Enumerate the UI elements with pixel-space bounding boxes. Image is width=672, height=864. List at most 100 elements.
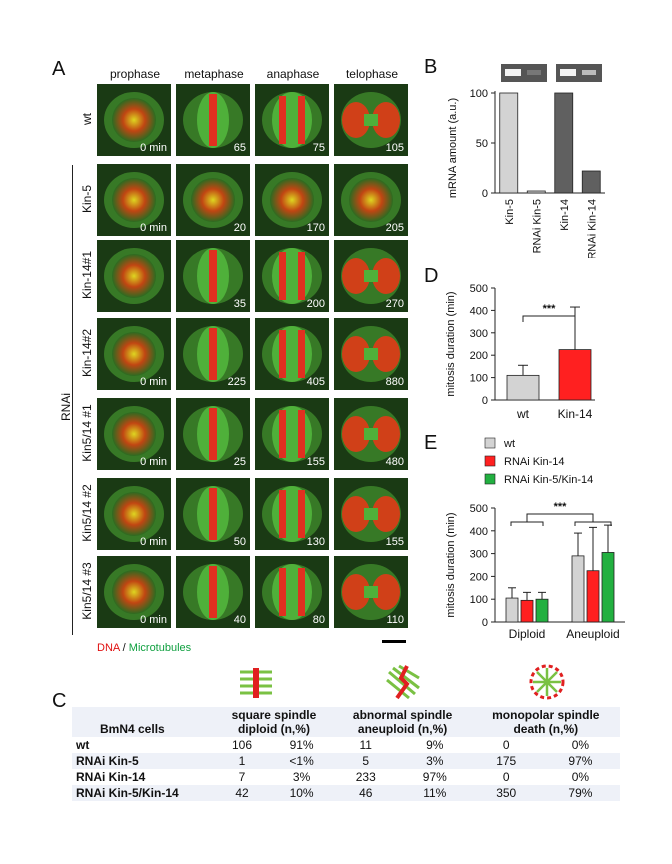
significance-bracket bbox=[526, 513, 594, 522]
time-label: 110 bbox=[386, 614, 404, 626]
micrograph-tile: 880 bbox=[334, 318, 408, 390]
table-row-label: wt bbox=[76, 738, 90, 752]
time-label: 0 min bbox=[140, 536, 167, 548]
bar bbox=[601, 552, 615, 623]
table-row: RNAi Kin-5 1 <1% 5 3% 175 97% bbox=[72, 753, 620, 769]
time-label: 405 bbox=[306, 376, 325, 388]
significance-label: *** bbox=[554, 501, 568, 513]
significance-label: *** bbox=[543, 303, 557, 315]
table-cell: 91% bbox=[289, 738, 314, 752]
monopolar-spindle-icon bbox=[529, 664, 565, 700]
gel-lane bbox=[556, 64, 602, 82]
table-cell: 350 bbox=[496, 786, 517, 800]
micrograph-tile: 50 bbox=[176, 478, 250, 550]
y-tick-label: 400 bbox=[470, 526, 488, 538]
y-tick-label: 500 bbox=[470, 503, 488, 515]
table-row: wt 106 91% 11 9% 0 0% bbox=[72, 737, 620, 753]
panel-d-label: D bbox=[424, 265, 439, 287]
table-cell: 97% bbox=[568, 754, 593, 768]
table-cell: 0% bbox=[571, 738, 590, 752]
row-label: Kin5/14 #1 bbox=[80, 404, 94, 462]
time-label: 105 bbox=[385, 142, 404, 154]
y-tick-label: 200 bbox=[470, 350, 488, 362]
micrograph-tile: 0 min bbox=[97, 318, 171, 390]
table-row-label: RNAi Kin-14 bbox=[76, 770, 146, 784]
y-axis-label: mitosis duration (min) bbox=[445, 512, 457, 617]
legend-swatch bbox=[484, 455, 496, 467]
micrograph-tile: 75 bbox=[255, 84, 329, 156]
y-tick-label: 100 bbox=[470, 594, 488, 606]
gel-band bbox=[527, 70, 541, 75]
time-label: 880 bbox=[385, 376, 404, 388]
micrograph-tile: 35 bbox=[176, 240, 250, 312]
row-label: Kin-5 bbox=[80, 185, 94, 214]
x-tick-label: wt bbox=[516, 407, 530, 421]
micrograph-tile: 200 bbox=[255, 240, 329, 312]
legend-swatch bbox=[484, 473, 496, 485]
x-tick-label: Diploid bbox=[509, 627, 546, 641]
stage-header-prophase: prophase bbox=[109, 67, 161, 81]
table-cell: 7 bbox=[238, 770, 246, 784]
time-label: 40 bbox=[233, 614, 246, 626]
table-cell: 11 bbox=[359, 738, 372, 752]
bar bbox=[505, 597, 519, 623]
micrograph-tile bbox=[97, 240, 171, 312]
table-cell: 9% bbox=[426, 738, 444, 752]
bar bbox=[571, 555, 585, 623]
table-cell: 0 bbox=[502, 770, 510, 784]
micrograph-tile: 40 bbox=[176, 556, 250, 628]
micrograph-tile: 25 bbox=[176, 398, 250, 470]
chart-e: 0 100 200 300 400 500 wt RNAi Kin-14 RNAi Kin-5/… bbox=[445, 437, 625, 641]
time-label: 0 min bbox=[140, 142, 167, 154]
micrograph-tile: 80 bbox=[255, 556, 329, 628]
micrograph-tile: 20 bbox=[176, 164, 250, 236]
table-cell: 42 bbox=[235, 786, 249, 800]
micrograph-tile: 405 bbox=[255, 318, 329, 390]
fluorescence-caption: DNA / Microtubules bbox=[97, 642, 191, 654]
table-cell: 1 bbox=[238, 754, 246, 768]
y-tick-label: 0 bbox=[482, 188, 488, 200]
legend-label: RNAi Kin-5/Kin-14 bbox=[504, 474, 593, 486]
table-cell: 5 bbox=[362, 754, 370, 768]
chart-b: 0 50 100 Kin-5 RNAi Kin-5 Kin-14 RNAi Kin-14 mR… bbox=[447, 64, 605, 258]
panel-e-label: E bbox=[424, 432, 438, 454]
col-header-cells: BmN4 cells bbox=[100, 722, 165, 736]
x-tick-label: RNAi Kin-14 bbox=[586, 199, 598, 258]
table-cell: 0 bbox=[502, 738, 510, 752]
time-label: 75 bbox=[312, 142, 325, 154]
y-tick-label: 50 bbox=[476, 138, 488, 150]
time-label: 0 min bbox=[140, 456, 167, 468]
col-header-group: monopolar spindle death (n,%) bbox=[492, 708, 600, 736]
x-tick-label: Kin-14 bbox=[558, 407, 593, 421]
y-tick-label: 400 bbox=[470, 305, 488, 317]
table-cell: 175 bbox=[496, 754, 517, 768]
micrograph-tile: 130 bbox=[255, 478, 329, 550]
panel-a-label: A bbox=[52, 58, 66, 80]
table-cell: 3% bbox=[292, 770, 311, 784]
table-cell: 3% bbox=[426, 754, 444, 768]
y-tick-label: 200 bbox=[470, 571, 488, 583]
gel-band bbox=[582, 70, 596, 75]
table-header-row: BmN4 cells square spindle diploid (n,%) a… bbox=[72, 707, 620, 737]
panel-c-label: C bbox=[52, 690, 67, 712]
micrograph-tile: 225 bbox=[176, 318, 250, 390]
y-tick-label: 100 bbox=[470, 373, 488, 385]
table-cell: 79% bbox=[568, 786, 593, 800]
time-label: 0 min bbox=[140, 222, 167, 234]
micrograph-tile: 270 bbox=[334, 240, 408, 312]
gel-band bbox=[505, 69, 521, 76]
microtubules-caption: Microtubules bbox=[128, 642, 192, 654]
time-label: 65 bbox=[233, 142, 246, 154]
y-axis-label: mRNA amount (a.u.) bbox=[447, 98, 459, 198]
time-label: 50 bbox=[233, 536, 246, 548]
time-label: 0 min bbox=[140, 614, 167, 626]
bar bbox=[520, 599, 534, 623]
dna-caption: DNA bbox=[97, 642, 120, 654]
table-cell: 0% bbox=[571, 770, 590, 784]
bar bbox=[526, 190, 546, 194]
table-row-label: RNAi Kin-5/Kin-14 bbox=[76, 786, 179, 800]
significance-bracket bbox=[510, 521, 544, 526]
x-tick-label: Kin-5 bbox=[504, 199, 516, 225]
table-row-label: RNAi Kin-5 bbox=[76, 754, 139, 768]
chart-d: 0 100 200 300 400 500 wt Kin-14 *** mitosis durat… bbox=[445, 283, 595, 421]
